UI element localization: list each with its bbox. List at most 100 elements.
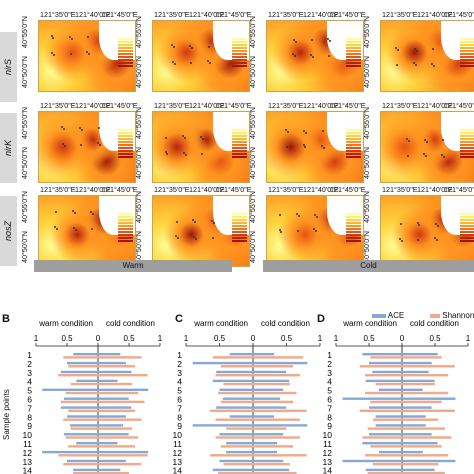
ace-bar-warm [76, 442, 98, 445]
sample-point-dot [280, 231, 283, 233]
sample-point-dot [208, 62, 211, 65]
shannon-bar-warm [70, 427, 98, 430]
sample-point-label: 1 [327, 350, 332, 360]
legend-color-step [232, 137, 247, 141]
legend-color-step [232, 215, 247, 219]
ace-bar-warm [70, 424, 98, 427]
shannon-bar-warm [65, 391, 98, 395]
lat-tick-label: 40°50'0"N [362, 231, 371, 263]
shannon-bar-warm [68, 365, 98, 368]
legend-color-step [460, 137, 474, 141]
shannon-bar-cold [402, 365, 455, 368]
map-color-legend [460, 128, 474, 159]
interpolation-map [152, 195, 250, 267]
sample-point-dot [328, 54, 331, 57]
ace-bar-cold [253, 388, 284, 391]
ace-bar-cold [402, 450, 423, 454]
sample-point-dot [73, 212, 76, 215]
sample-point-label: 14 [173, 466, 183, 474]
legend-color-step [118, 137, 133, 141]
sample-point-label: 13 [323, 457, 333, 467]
ace-bar-warm [73, 353, 98, 356]
ace-bar-warm [216, 370, 253, 374]
sample-point-label: 10 [173, 430, 183, 440]
shannon-bar-warm [63, 463, 98, 466]
sample-point-dot [91, 212, 94, 215]
panel-letter-c: C [175, 313, 183, 325]
row-label-nirk: nirK [0, 113, 17, 183]
sample-point-label: 5 [27, 386, 32, 396]
interpolation-map [266, 195, 364, 267]
lat-tick-label: 40°55'0"N [362, 16, 371, 48]
shannon-bar-warm [215, 374, 253, 377]
ace-bar-warm [42, 450, 98, 454]
sample-point-label: 14 [323, 466, 333, 474]
sample-point-dot [55, 211, 58, 214]
sample-point-label: 3 [27, 368, 32, 378]
sample-point-dot [399, 238, 402, 240]
sample-point-label: 7 [177, 403, 182, 413]
shannon-bar-warm [218, 471, 253, 474]
lon-tick-label: 121°45'0"E [216, 101, 252, 110]
legend-color-step [346, 137, 361, 141]
warm-banner-label: Warm [122, 261, 144, 270]
ace-bar-cold [402, 433, 432, 436]
shannon-bar-cold [98, 391, 139, 395]
shannon-bar-cold [253, 471, 297, 474]
map-color-legend [118, 128, 133, 159]
lat-tick-label: 40°50'0"N [20, 56, 29, 88]
axis-tick-label: 1 [318, 334, 323, 343]
legend-color-step [346, 134, 361, 138]
legend-color-step [232, 227, 247, 231]
legend-color-step [118, 239, 133, 243]
ace-bar-warm [219, 388, 253, 391]
sample-point-dot [70, 37, 73, 40]
sample-point-label: 12 [323, 448, 333, 458]
legend-color-step [346, 131, 361, 135]
legend-color-step [232, 221, 247, 225]
sample-point-label: 4 [177, 377, 182, 387]
legend-color-step [118, 236, 133, 240]
legend-color-step [232, 43, 247, 47]
lon-tick-label: 121°45'0"E [444, 101, 474, 110]
lat-tick-label: 40°55'0"N [362, 107, 371, 139]
lon-tick-label: 121°40'0"E [189, 101, 225, 110]
sample-point-dot [291, 53, 294, 56]
legend-color-step [460, 55, 474, 59]
sample-point-label: 6 [177, 395, 182, 405]
ace-bar-cold [98, 370, 132, 374]
sample-point-dot [414, 64, 417, 67]
shannon-bar-cold [98, 365, 136, 368]
cold-banner-label: Cold [360, 261, 377, 270]
ace-bar-cold [98, 468, 121, 472]
sample-point-label: 6 [27, 395, 32, 405]
legend-color-step [460, 233, 474, 237]
sample-point-dot [315, 215, 318, 218]
legend-color-step [118, 131, 133, 135]
legend-color-step [232, 239, 247, 243]
sample-point-dot [173, 46, 176, 49]
lon-tick-label: 121°40'0"E [417, 101, 453, 110]
lat-tick-label: 40°50'0"N [248, 56, 257, 88]
legend-color-step [460, 155, 474, 159]
sample-point-dot [423, 153, 426, 156]
ace-bar-warm [192, 361, 253, 365]
ace-bar-warm [67, 415, 98, 418]
ace-bar-warm [342, 459, 402, 463]
shannon-bar-warm [220, 445, 253, 448]
ace-bar-cold [98, 379, 118, 383]
axis-tick-label: 0 [251, 334, 256, 343]
lon-tick-label: 121°35'0"E [268, 10, 304, 19]
shannon-bar-warm [68, 409, 98, 412]
legend-color-step [118, 218, 133, 222]
axis-tick-label: 0 [96, 334, 101, 343]
sample-point-dot [69, 52, 72, 55]
sample-point-label: 1 [177, 350, 182, 360]
sample-point-dot [175, 235, 178, 238]
ace-bar-cold [253, 433, 284, 436]
sample-point-dot [442, 139, 445, 142]
lon-tick-label: 121°40'0"E [75, 10, 111, 19]
lon-tick-label: 121°45'0"E [102, 101, 138, 110]
lat-tick-label: 40°50'0"N [248, 147, 257, 179]
ace-bar-warm [229, 415, 253, 418]
